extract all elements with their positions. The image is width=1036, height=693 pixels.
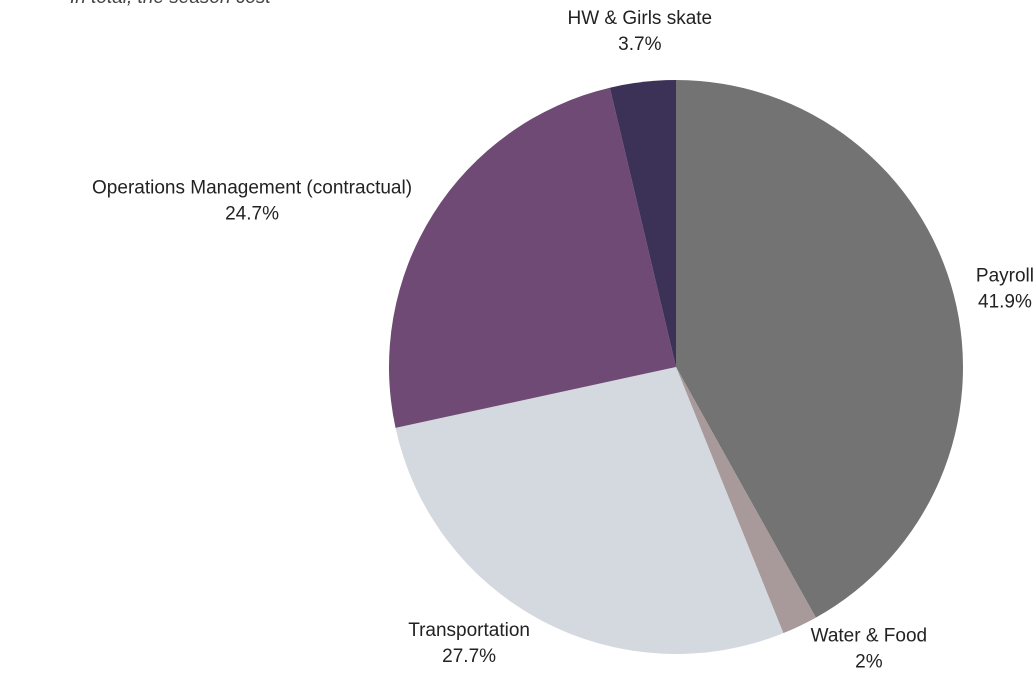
slice-label: HW & Girls skate: [568, 8, 713, 29]
pie-slice: [395, 367, 784, 654]
slice-value: 3.7%: [618, 34, 661, 55]
slice-label: Payroll: [976, 265, 1034, 286]
slice-value: 24.7%: [225, 204, 279, 225]
note: In total, the season cost: [70, 0, 271, 8]
pie-slice: [388, 87, 676, 428]
pie-slice: [676, 367, 816, 634]
pie-slice: [609, 80, 676, 367]
pie-slice: [676, 80, 964, 618]
slice-value: 41.9%: [978, 291, 1032, 312]
slice-label: Transportation: [408, 620, 530, 641]
slice-value: 2%: [855, 651, 883, 672]
slice-label: Operations Management (contractual): [92, 178, 412, 199]
slice-value: 27.7%: [442, 646, 496, 667]
slice-label: Water & Food: [811, 625, 928, 646]
